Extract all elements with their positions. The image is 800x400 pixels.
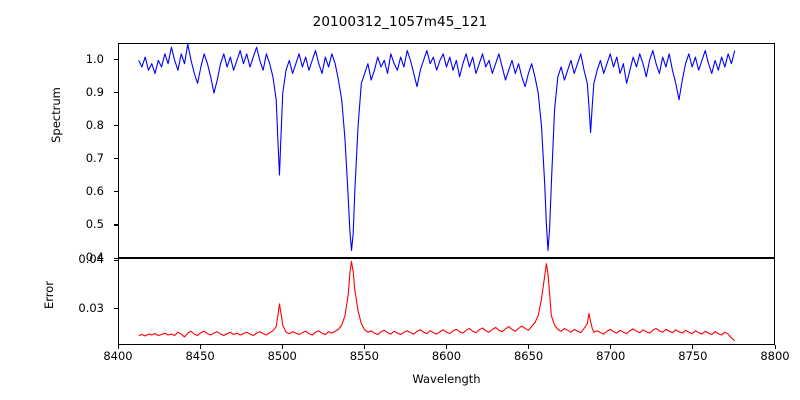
y-tick-mark-error [114, 308, 118, 310]
x-tick-label: 8500 [267, 349, 297, 363]
y-axis-title-spectrum: Spectrum [49, 87, 63, 143]
y-tick-mark-spectrum [114, 59, 118, 61]
spectrum-line-series [119, 44, 774, 257]
x-tick-mark [281, 345, 283, 349]
y-axis-title-error: Error [42, 280, 56, 310]
y-tick-mark-spectrum [114, 125, 118, 127]
x-tick-mark [692, 345, 694, 349]
x-tick-mark [199, 345, 201, 349]
y-tick-mark-spectrum [114, 92, 118, 94]
x-tick-label: 8800 [760, 349, 790, 363]
x-tick-mark [446, 345, 448, 349]
y-tick-mark-spectrum [114, 224, 118, 226]
x-tick-label: 8550 [349, 349, 380, 363]
x-tick-mark [774, 345, 776, 349]
x-tick-label: 8750 [678, 349, 708, 363]
x-tick-label: 8650 [513, 349, 544, 363]
x-tick-mark [528, 345, 530, 349]
error-line-series [119, 259, 774, 344]
x-tick-label: 8450 [185, 349, 215, 363]
x-tick-label: 8400 [103, 349, 133, 363]
y-tick-mark-error [114, 259, 118, 261]
y-tick-mark-spectrum [114, 257, 118, 259]
spectrum-plot-panel [118, 43, 775, 258]
x-axis-title: Wavelength [412, 372, 481, 386]
page-title: 20100312_1057m45_121 [312, 14, 488, 30]
x-tick-mark [610, 345, 612, 349]
x-tick-mark [117, 345, 119, 349]
x-tick-label: 8700 [596, 349, 626, 363]
y-tick-mark-spectrum [114, 158, 118, 160]
x-tick-label: 8600 [431, 349, 462, 363]
error-plot-panel [118, 258, 775, 345]
y-tick-mark-spectrum [114, 191, 118, 193]
x-tick-mark [363, 345, 365, 349]
